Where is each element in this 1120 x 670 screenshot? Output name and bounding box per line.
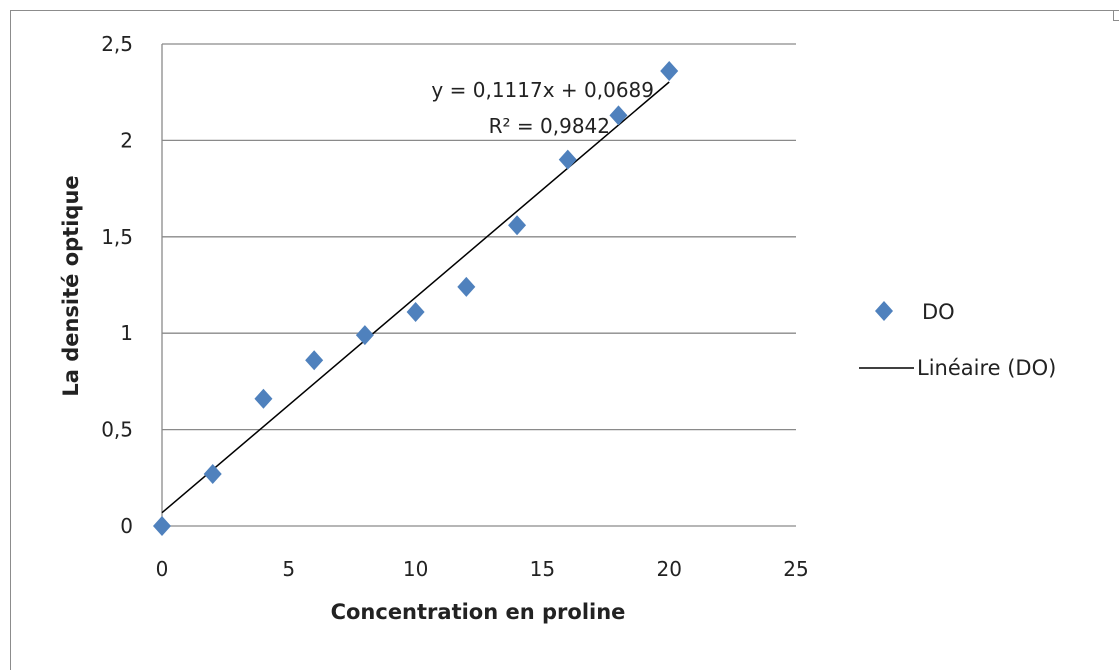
y-tick-label: 2,5 <box>101 32 133 56</box>
legend-diamond-marker <box>875 301 893 321</box>
x-tick-label: 0 <box>156 557 169 581</box>
legend-label-do: DO <box>922 300 955 324</box>
x-tick-label: 25 <box>783 557 808 581</box>
y-tick-label: 2 <box>120 128 133 152</box>
trendline-r-squared: R² = 0,9842 <box>489 114 610 138</box>
data-point <box>153 516 171 536</box>
x-axis-label: Concentration en proline <box>331 600 626 624</box>
y-axis-tick-labels: 0 0,5 1 1,5 2 2,5 <box>101 32 133 538</box>
chart-frame <box>10 10 1119 670</box>
y-tick-label: 0 <box>120 514 133 538</box>
data-points <box>153 60 679 536</box>
gridlines <box>161 43 796 527</box>
legend: DO Linéaire (DO) <box>859 300 1056 380</box>
data-point <box>508 215 527 236</box>
trendline-layer <box>161 81 670 514</box>
data-point <box>406 301 425 322</box>
x-tick-label: 5 <box>282 557 295 581</box>
data-point <box>609 105 628 126</box>
resize-handle[interactable] <box>1113 11 1119 21</box>
x-axis-tick-labels: 0 5 10 15 20 25 <box>156 557 809 581</box>
x-tick-label: 20 <box>656 557 681 581</box>
data-point <box>457 276 476 297</box>
y-tick-label: 0,5 <box>101 418 133 442</box>
y-axis-label: La densité optique <box>59 175 83 396</box>
data-point <box>305 350 324 371</box>
data-point <box>660 60 679 81</box>
trendline-equation: y = 0,1117x + 0,0689 <box>431 78 654 102</box>
legend-entry-linear: Linéaire (DO) <box>859 356 1056 380</box>
data-point <box>355 325 374 346</box>
legend-label-linear: Linéaire (DO) <box>917 356 1056 380</box>
legend-entry-do: DO <box>875 300 955 324</box>
x-tick-label: 10 <box>403 557 428 581</box>
y-tick-label: 1 <box>120 321 133 345</box>
data-point <box>203 463 222 484</box>
x-tick-label: 15 <box>530 557 555 581</box>
data-point <box>558 149 577 170</box>
trendline <box>161 81 670 514</box>
data-point <box>254 388 273 409</box>
y-tick-label: 1,5 <box>101 225 133 249</box>
